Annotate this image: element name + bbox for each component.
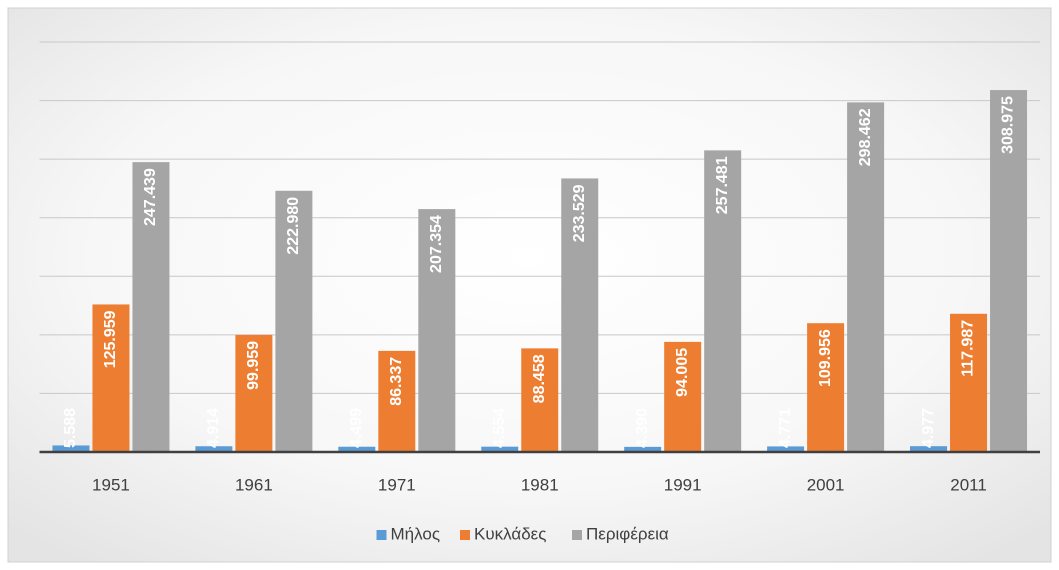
bar: [767, 446, 805, 452]
data-label: 5.588: [62, 408, 79, 448]
x-tick-label: 1971: [378, 475, 416, 494]
legend-label: Μήλος: [391, 524, 441, 543]
data-label: 298.462: [857, 108, 874, 166]
data-label: 4.771: [777, 408, 794, 448]
data-label: 94.005: [674, 348, 691, 397]
data-label: 88.458: [531, 354, 548, 403]
bar: [338, 446, 376, 452]
bar: [521, 348, 559, 452]
data-label: 222.980: [285, 197, 302, 255]
bar: [624, 446, 662, 452]
bar: [990, 90, 1028, 452]
legend-label: Περιφέρεια: [586, 524, 669, 543]
data-label: 4.977: [920, 408, 937, 448]
data-label: 4.499: [348, 408, 365, 448]
legend-swatch: [460, 530, 470, 540]
bar: [275, 190, 313, 452]
data-label: 233.529: [571, 184, 588, 242]
bar: [704, 150, 742, 452]
bar: [847, 102, 885, 453]
bar: [52, 445, 90, 452]
data-label: 4.390: [634, 408, 651, 448]
bar: [481, 446, 519, 452]
x-tick-label: 1981: [521, 475, 559, 494]
bar: [950, 313, 988, 452]
bar: [195, 446, 233, 452]
data-label: 86.337: [388, 357, 405, 406]
data-label: 109.956: [817, 329, 834, 387]
bar: [561, 178, 599, 453]
data-label: 125.959: [102, 310, 119, 368]
x-tick-label: 2011: [950, 475, 987, 494]
data-label: 257.481: [714, 156, 731, 214]
data-label: 247.439: [142, 168, 159, 226]
bar: [378, 350, 416, 452]
bar: [132, 162, 170, 452]
bar: [418, 209, 456, 452]
bar: [910, 446, 948, 452]
x-tick-label: 2001: [807, 475, 845, 494]
data-label: 117.987: [960, 320, 977, 377]
legend-swatch: [376, 530, 387, 540]
bar: [235, 334, 273, 452]
bar: [664, 341, 702, 452]
legend-label: Κυκλάδες: [474, 524, 546, 543]
data-label: 99.959: [245, 341, 262, 390]
bar: [92, 304, 130, 452]
x-tick-label: 1951: [92, 475, 130, 494]
legend-swatch: [572, 530, 582, 540]
data-label: 4.914: [205, 408, 222, 448]
bar: [807, 323, 845, 452]
data-label: 308.975: [1000, 96, 1017, 154]
data-label: 4.554: [491, 408, 508, 448]
data-label: 207.354: [428, 215, 445, 273]
x-tick-label: 1991: [664, 475, 702, 494]
x-tick-label: 1961: [235, 475, 273, 494]
